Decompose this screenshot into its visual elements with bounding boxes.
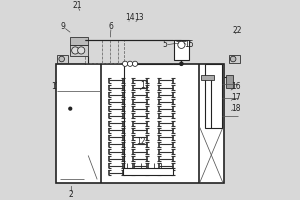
Text: 13: 13 [134,13,144,22]
Circle shape [78,47,85,54]
Bar [85,40,124,63]
Circle shape [122,61,128,66]
Bar [201,75,214,80]
Circle shape [69,107,72,110]
Circle shape [178,41,185,48]
Circle shape [133,61,138,66]
Text: 1: 1 [51,82,56,91]
Bar [226,75,233,88]
Bar [70,37,88,45]
Text: 17: 17 [231,93,241,102]
Text: 21: 21 [73,1,82,10]
Text: 9: 9 [61,22,66,31]
Text: 18: 18 [231,104,241,113]
Bar [70,45,88,56]
Bar [229,55,240,63]
Circle shape [72,47,79,54]
Text: 16: 16 [231,82,241,91]
Text: 6: 6 [109,22,114,31]
Text: 2: 2 [69,190,74,199]
Text: 5: 5 [163,40,167,49]
Circle shape [230,56,236,62]
Bar [174,40,189,60]
Bar [56,64,224,183]
Circle shape [128,61,133,66]
Circle shape [180,62,183,65]
Text: 15: 15 [184,40,194,49]
Text: 11: 11 [140,81,150,90]
Text: 12: 12 [136,137,146,146]
Circle shape [59,56,64,62]
Bar [123,168,173,175]
Text: 14: 14 [125,13,135,22]
Text: 22: 22 [233,26,242,35]
Bar [57,55,68,63]
Bar [205,64,222,128]
